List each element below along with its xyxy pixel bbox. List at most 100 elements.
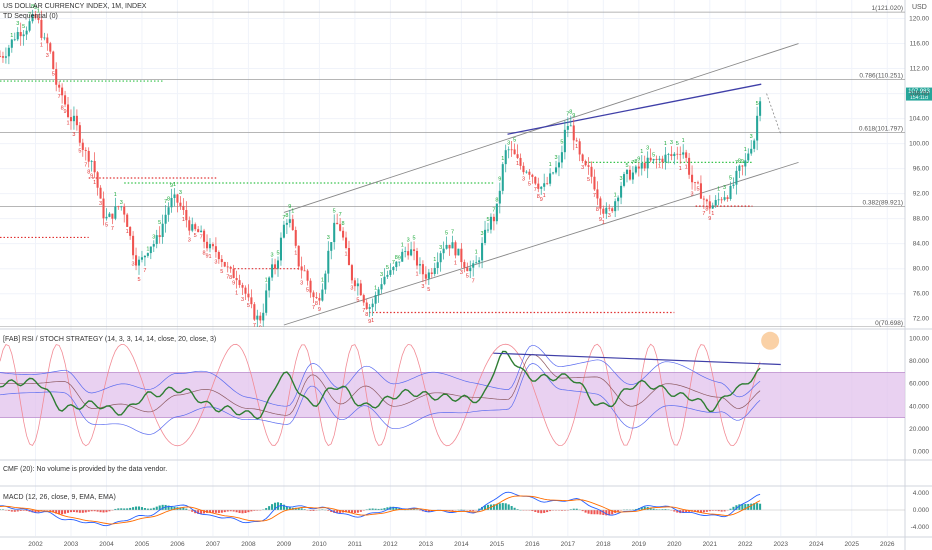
year-tick-label: 2006: [170, 541, 185, 548]
macd-histogram-bar: [738, 504, 741, 510]
candle-body: [673, 153, 676, 157]
td-count-mark: 8: [705, 207, 708, 213]
macd-histogram-bar: [123, 508, 126, 510]
candle-body: [265, 290, 268, 313]
candle-body: [658, 158, 661, 160]
candle-body: [359, 283, 362, 296]
candle-body: [137, 259, 141, 266]
rsi-tick-label: 80.000: [909, 358, 929, 365]
macd-histogram-bar: [309, 510, 312, 511]
year-tick-label: 2017: [561, 541, 576, 548]
candle-body: [398, 261, 401, 263]
candle-body: [31, 14, 34, 22]
td-count-mark: 5: [386, 265, 389, 271]
td-count-mark: 5: [652, 153, 655, 159]
td-count-mark: 8: [537, 194, 540, 200]
candle-body: [566, 126, 569, 130]
td-count-mark: 1: [744, 147, 747, 153]
td-count-mark: 8: [596, 207, 599, 213]
candle-body: [226, 266, 229, 268]
td-count-mark: 3: [46, 53, 49, 59]
candle-body: [102, 198, 105, 219]
macd-histogram-bar: [560, 510, 563, 511]
candle-body: [129, 226, 132, 236]
td-count-mark: 1: [146, 246, 149, 252]
macd-histogram-bar: [516, 509, 519, 510]
td-count-mark: 3: [646, 145, 649, 151]
macd-histogram-bar: [501, 503, 504, 510]
macd-histogram-bar: [386, 507, 389, 510]
macd-histogram-bar: [513, 507, 516, 510]
macd-histogram-bar: [472, 510, 475, 512]
candle-body: [315, 297, 318, 299]
candle-body: [380, 284, 383, 290]
macd-histogram-bar: [143, 508, 146, 510]
macd-histogram-bar: [312, 510, 315, 511]
candle-body: [486, 229, 490, 231]
td-count-mark: 5: [445, 230, 448, 236]
td-count-mark: 1: [664, 141, 667, 147]
cmf-label[interactable]: CMF (20): No volume is provided by the d…: [3, 466, 168, 473]
macd-histogram-bar: [321, 509, 324, 510]
macd-histogram-bar: [383, 508, 386, 510]
macd-histogram-bar: [262, 509, 265, 510]
year-tick-label: 2020: [667, 541, 682, 548]
candle-body: [285, 222, 288, 225]
candle-body: [108, 213, 111, 217]
candle-body: [200, 230, 203, 233]
macd-histogram-bar: [714, 510, 717, 511]
td-count-mark: 5: [587, 177, 590, 183]
macd-histogram-bar: [167, 505, 170, 510]
candle-body: [158, 235, 161, 238]
macd-histogram-bar: [575, 508, 578, 510]
td-count-mark: 1: [126, 229, 129, 235]
macd-histogram-bar: [288, 507, 291, 510]
td-count-mark: 8: [285, 213, 288, 219]
candle-body: [333, 222, 336, 243]
price-tick-label: 100.00: [909, 141, 929, 148]
macd-histogram-bar: [132, 507, 135, 510]
macd-histogram-bar: [655, 509, 658, 510]
macd-label[interactable]: MACD (12, 26, close, 9, EMA, EMA): [3, 494, 116, 501]
td-count-mark: 3: [620, 176, 623, 182]
macd-histogram-bar: [507, 504, 510, 510]
td-count-mark: 8: [256, 331, 259, 337]
td-count-mark: 1: [182, 217, 185, 223]
macd-histogram-bar: [170, 506, 173, 510]
candle-body: [306, 270, 309, 281]
macd-histogram-bar: [365, 509, 368, 510]
macd-histogram-bar: [16, 510, 19, 512]
candle-body: [75, 115, 78, 126]
macd-histogram-bar: [744, 504, 747, 510]
candle-body: [507, 149, 510, 151]
candle-body: [81, 142, 84, 150]
macd-histogram-bar: [241, 510, 244, 514]
candle-body: [19, 32, 22, 37]
macd-histogram-bar: [661, 509, 664, 510]
candle-body: [214, 246, 217, 253]
macd-histogram-bar: [185, 508, 188, 510]
candle-body: [611, 208, 614, 212]
macd-histogram-bar: [549, 510, 552, 512]
candle-body: [753, 140, 756, 149]
macd-histogram-bar: [486, 504, 490, 510]
td-sequential-label[interactable]: TD Sequential (0): [3, 13, 58, 20]
macd-histogram-bar: [729, 508, 732, 510]
td-count-mark: 1: [685, 164, 688, 170]
macd-histogram-bar: [303, 509, 306, 510]
candle-body: [631, 172, 634, 180]
rsi-tick-label: 100.00: [909, 336, 929, 343]
macd-histogram-bar: [696, 510, 700, 513]
macd-histogram-bar: [211, 510, 214, 513]
td-count-mark: 9: [232, 280, 235, 286]
candle-body: [386, 274, 389, 277]
candle-body: [448, 244, 451, 249]
macd-histogram-bar: [96, 510, 99, 512]
candle-body: [179, 202, 182, 206]
td-count-mark: 7: [566, 111, 569, 117]
td-count-mark: 1: [114, 192, 117, 198]
candle-body: [557, 162, 561, 168]
candle-body: [90, 160, 93, 162]
candle-body: [208, 244, 212, 249]
rsi-stoch-label[interactable]: [FAB] RSI / STOCH STRATEGY (14, 3, 3, 14…: [3, 336, 217, 343]
